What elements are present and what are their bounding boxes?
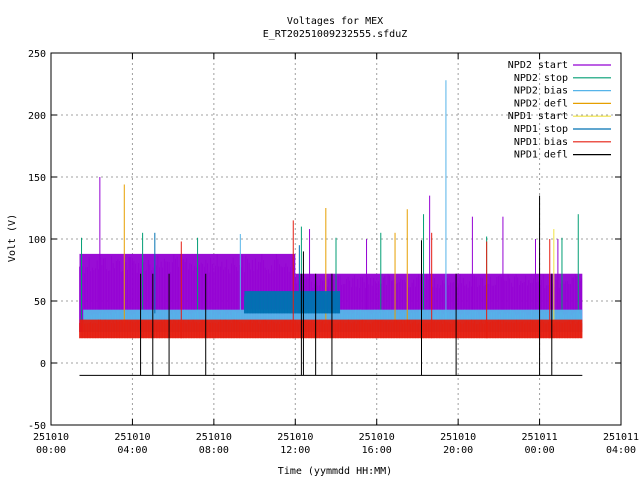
chart-title: Voltages for MEX [287,16,383,27]
legend-label: NPD1 defl [514,150,568,161]
series-npd1-defl [79,195,583,376]
y-tick-label: -50 [28,421,46,432]
x-tick-label: 251011 [603,432,639,443]
axis-ticks: -50 0 50 100 150 200 250 251010 00:00 251010 04:00… [28,49,639,456]
x-axis-label: Time (yymmdd HH:MM) [278,466,392,477]
x-tick-label: 251010 [440,432,476,443]
y-tick-label: 250 [28,49,46,60]
plot-series [79,80,583,376]
series-npd1-stop [154,232,341,314]
x-tick-label: 08:00 [199,445,229,456]
y-tick-label: 150 [28,173,46,184]
x-tick-label: 251010 [277,432,313,443]
x-tick-label: 251010 [33,432,69,443]
x-tick-label: 251010 [359,432,395,443]
x-tick-label: 04:00 [606,445,636,456]
series-npd1-bias [79,220,583,339]
legend-label: NPD2 defl [514,98,568,109]
x-tick-label: 251011 [522,432,558,443]
x-tick-label: 251010 [114,432,150,443]
legend-label: NPD1 bias [514,137,568,148]
y-tick-label: 200 [28,111,46,122]
legend-label: NPD1 stop [514,124,568,135]
x-tick-label: 16:00 [362,445,392,456]
y-axis-label: Volt (V) [7,214,18,262]
chart-subtitle: E_RT20251009232555.sfduZ [263,29,408,40]
legend-label: NPD2 bias [514,86,568,97]
x-tick-label: 00:00 [36,445,66,456]
x-tick-label: 00:00 [525,445,555,456]
legend-label: NPD2 stop [514,73,568,84]
x-tick-label: 251010 [196,432,232,443]
legend-label: NPD2 start [508,60,568,71]
y-tick-label: 50 [34,297,46,308]
y-tick-label: 100 [28,235,46,246]
x-tick-label: 20:00 [443,445,473,456]
x-tick-label: 04:00 [117,445,147,456]
x-tick-label: 12:00 [280,445,310,456]
legend-label: NPD1 start [508,111,568,122]
y-tick-label: 0 [40,359,46,370]
